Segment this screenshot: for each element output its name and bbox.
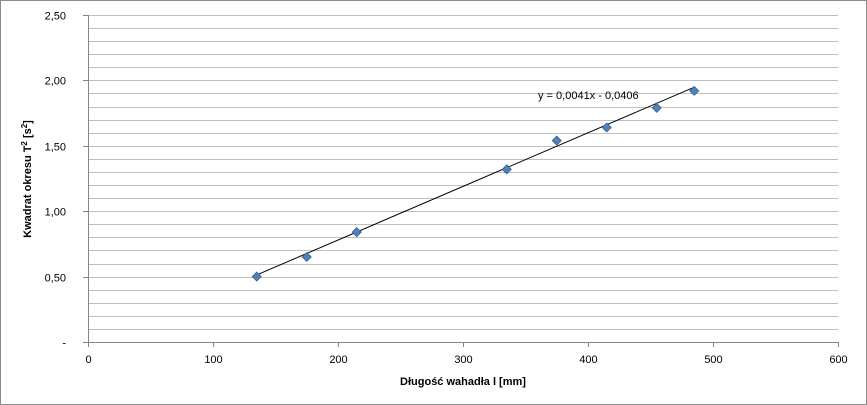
x-tick-label: 0 [85, 354, 91, 366]
y-axis-title-main: Kwadrat okresu T [22, 145, 34, 238]
x-tick-label: 600 [829, 354, 847, 366]
y-axis-title: Kwadrat okresu T2 [s2] [20, 120, 34, 238]
y-tick-label: 2,50 [45, 11, 66, 23]
y-tick-label: 1,50 [45, 142, 66, 154]
y-axis-title-unit-close: ] [22, 120, 34, 124]
x-tick-label: 500 [704, 354, 722, 366]
x-tick-label: 400 [579, 354, 597, 366]
y-axis-title-unit-open: [s [22, 128, 34, 141]
data-point [251, 271, 262, 282]
y-tick-label: - [62, 338, 66, 350]
y-axis-title-unit-sup: 2 [20, 123, 29, 128]
data-points [251, 85, 700, 282]
y-tick-label: 2,00 [45, 76, 66, 88]
data-point [689, 85, 700, 96]
x-tick-label: 100 [204, 354, 222, 366]
data-point [351, 227, 362, 238]
trendline-group [256, 86, 695, 276]
data-point [601, 122, 612, 133]
data-point [301, 251, 312, 263]
x-axis-title: Długość wahadła l [mm] [400, 376, 526, 388]
trendline-equation: y = 0,0041x - 0,0406 [538, 90, 639, 102]
y-tick-label: 1,00 [45, 207, 66, 219]
trendline [256, 86, 695, 276]
tick-labels: - 0,50 1,00 1,50 2,00 2,50 0 100 200 300 400 500 600 [45, 11, 848, 367]
gridlines [88, 15, 838, 330]
data-point [551, 135, 562, 146]
y-tick-label: 0,50 [45, 273, 66, 285]
data-point [651, 102, 662, 113]
data-point [501, 164, 512, 175]
axes [83, 15, 839, 347]
y-axis-title-sup: 2 [20, 141, 29, 146]
x-tick-label: 300 [454, 354, 472, 366]
x-tick-label: 200 [329, 354, 347, 366]
